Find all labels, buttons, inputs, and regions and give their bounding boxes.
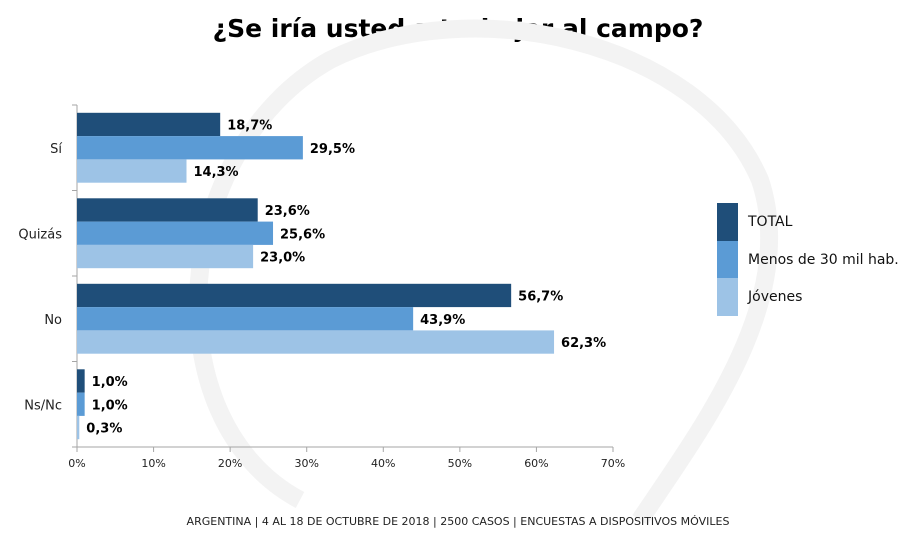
bar <box>77 112 221 137</box>
legend-label: Menos de 30 mil hab. <box>748 251 899 268</box>
bar <box>77 330 555 354</box>
data-label: 29,5% <box>310 142 355 157</box>
legend: TOTAL Menos de 30 mil hab. Jóvenes <box>717 203 899 317</box>
data-label: 23,0% <box>260 251 305 266</box>
x-tick-label: 20% <box>218 457 242 470</box>
legend-label: Jóvenes <box>748 289 803 306</box>
bar <box>77 198 258 222</box>
x-tick-label: 40% <box>371 457 395 470</box>
legend-item: TOTAL <box>717 203 899 241</box>
category-label: Sí <box>50 142 62 157</box>
data-label: 18,7% <box>227 118 272 133</box>
category-label: Quizás <box>18 227 62 242</box>
bar <box>77 136 303 160</box>
x-tick-label: 70% <box>601 457 625 470</box>
bar <box>77 159 187 183</box>
watermark-swoosh <box>189 19 779 525</box>
bar <box>77 244 254 269</box>
legend-label: TOTAL <box>748 213 793 230</box>
x-tick-label: 0% <box>68 457 85 470</box>
data-label: 25,6% <box>280 227 325 242</box>
bar <box>77 283 512 308</box>
legend-item: Menos de 30 mil hab. <box>717 240 899 279</box>
legend-swatch <box>717 240 738 279</box>
bar <box>77 415 80 440</box>
data-label: 23,6% <box>265 204 310 219</box>
category-label: Ns/Nc <box>24 398 62 413</box>
data-label: 0,3% <box>86 422 122 437</box>
x-tick-label: 30% <box>294 457 318 470</box>
footer-note: ARGENTINA | 4 AL 18 DE OCTUBRE DE 2018 |… <box>186 515 730 528</box>
x-tick-label: 50% <box>448 457 472 470</box>
data-label: 14,3% <box>193 165 238 180</box>
data-label: 1,0% <box>92 375 128 390</box>
x-tick-label: 10% <box>141 457 165 470</box>
data-label: 56,7% <box>518 289 563 304</box>
data-label: 43,9% <box>420 313 465 328</box>
legend-swatch <box>717 278 738 317</box>
bar <box>77 221 274 245</box>
data-label: 62,3% <box>561 336 606 351</box>
legend-swatch <box>717 203 738 241</box>
legend-item: Jóvenes <box>717 278 899 317</box>
bar <box>77 392 85 416</box>
data-label: 1,0% <box>92 398 128 413</box>
category-label: No <box>44 313 62 328</box>
bar <box>77 307 414 331</box>
bar <box>77 369 85 393</box>
x-tick-label: 60% <box>524 457 548 470</box>
